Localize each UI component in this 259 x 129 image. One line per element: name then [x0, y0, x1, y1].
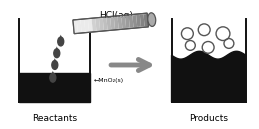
Polygon shape	[118, 16, 123, 29]
Polygon shape	[140, 14, 145, 27]
Polygon shape	[114, 17, 119, 29]
Polygon shape	[51, 71, 55, 76]
Polygon shape	[59, 35, 63, 40]
Polygon shape	[132, 15, 137, 27]
Text: Reactants: Reactants	[32, 114, 77, 123]
Polygon shape	[92, 19, 96, 31]
Polygon shape	[73, 13, 148, 34]
Bar	[19, 73, 90, 102]
Polygon shape	[77, 20, 82, 33]
Polygon shape	[106, 17, 111, 30]
Polygon shape	[121, 16, 126, 28]
Ellipse shape	[50, 73, 56, 82]
Ellipse shape	[54, 49, 60, 58]
Polygon shape	[81, 20, 85, 32]
Polygon shape	[55, 46, 59, 51]
Text: Products: Products	[189, 114, 228, 123]
Polygon shape	[125, 16, 130, 28]
Ellipse shape	[58, 37, 64, 46]
Polygon shape	[99, 18, 104, 30]
Polygon shape	[136, 15, 141, 27]
Text: HCl(aq): HCl(aq)	[99, 11, 133, 20]
Polygon shape	[103, 18, 107, 30]
Polygon shape	[129, 15, 134, 28]
Polygon shape	[73, 21, 78, 33]
Polygon shape	[143, 14, 148, 26]
Text: ←MnO₂(s): ←MnO₂(s)	[93, 78, 124, 83]
Polygon shape	[171, 51, 246, 102]
Polygon shape	[84, 19, 89, 32]
Ellipse shape	[52, 61, 58, 69]
Polygon shape	[88, 19, 93, 31]
Polygon shape	[53, 58, 57, 63]
Polygon shape	[110, 17, 115, 29]
Polygon shape	[95, 18, 100, 31]
Ellipse shape	[148, 13, 156, 26]
